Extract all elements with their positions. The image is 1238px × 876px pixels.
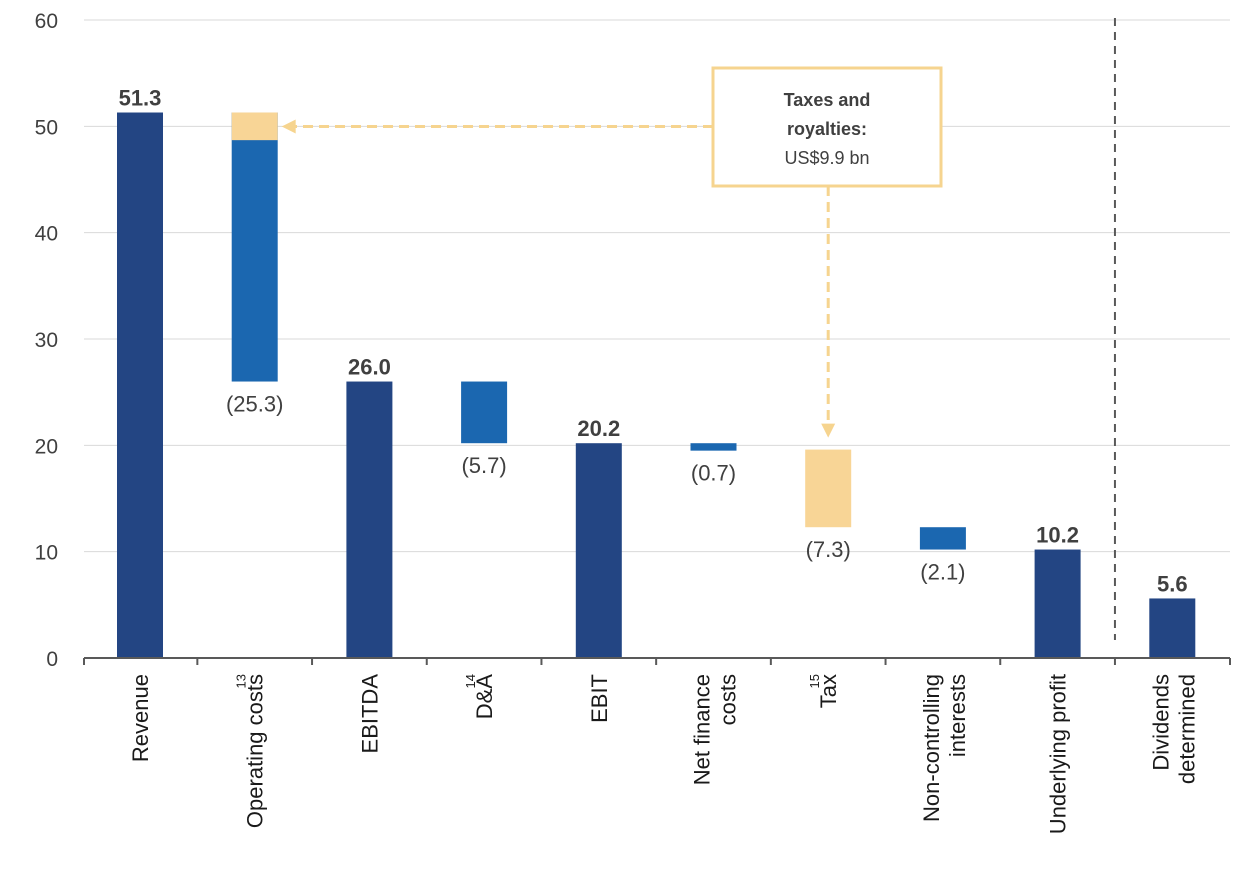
category-label-line1: Underlying profit	[1046, 674, 1071, 834]
y-tick-label: 40	[35, 223, 58, 246]
category-label: Non-controlling interests	[919, 674, 970, 822]
bar	[346, 381, 393, 658]
data-label: (0.7)	[691, 461, 736, 486]
bar-tax-portion	[231, 112, 278, 141]
bar	[919, 527, 966, 550]
category-label-line2: interests	[945, 674, 970, 757]
bar	[1034, 549, 1081, 658]
x-axis	[83, 657, 1231, 665]
y-tick-label: 10	[35, 542, 58, 565]
y-tick-label: 20	[35, 435, 58, 458]
bar	[117, 112, 163, 658]
y-tick-label: 0	[46, 648, 58, 671]
callout-box	[711, 66, 943, 188]
bar	[1149, 598, 1196, 658]
data-label: (25.3)	[226, 392, 283, 417]
category-label-line1: Tax	[816, 674, 841, 708]
category-label-line2: costs	[716, 674, 741, 725]
data-label: (2.1)	[920, 560, 965, 585]
category-label: D&A14	[463, 674, 497, 720]
category-label: Underlying profit	[1046, 674, 1071, 834]
data-label: 20.2	[577, 416, 620, 441]
data-label: (7.3)	[806, 537, 851, 562]
arrow-head-down-icon	[821, 423, 836, 438]
category-label-line1: D&A	[472, 674, 497, 720]
category-footnote: 13	[234, 674, 249, 688]
bar	[805, 449, 852, 528]
callout-title-line1: Taxes and	[784, 90, 871, 110]
category-label-line1: EBITDA	[357, 674, 382, 754]
category-label: EBIT	[587, 674, 612, 723]
category-label-line1: Revenue	[128, 674, 153, 762]
category-label: Net finance costs	[690, 674, 741, 785]
category-footnote: 14	[463, 674, 478, 688]
taxes-royalties-callout: Taxes and royalties: US$9.9 bn	[711, 66, 943, 188]
y-axis-ticks: 0 10 20 30 40 50 60	[35, 10, 58, 671]
arrow-head-left-icon	[281, 119, 296, 134]
category-label-line1: Non-controlling	[919, 674, 944, 822]
category-label: EBITDA	[357, 674, 382, 754]
y-tick-label: 30	[35, 329, 58, 352]
y-tick-label: 50	[35, 116, 58, 139]
bar	[690, 443, 737, 451]
data-label: 51.3	[119, 86, 162, 111]
callout-value: US$9.9 bn	[784, 148, 869, 168]
bars	[117, 112, 1196, 658]
data-labels: 51.3 (25.3) 26.0 (5.7) 20.2 (0.7) (7.3) (2.1) 10…	[119, 86, 1188, 597]
category-label-line2: determined	[1174, 674, 1199, 784]
category-label: Revenue	[128, 674, 153, 762]
data-label: (5.7)	[461, 453, 506, 478]
category-label-line1: Net finance	[690, 674, 715, 785]
callout-arrows	[281, 119, 836, 438]
bar	[231, 112, 278, 382]
bar	[575, 443, 622, 658]
callout-title-line2: royalties:	[787, 119, 867, 139]
y-tick-label: 60	[35, 10, 58, 33]
data-label: 5.6	[1157, 571, 1188, 596]
data-label: 26.0	[348, 355, 391, 380]
category-label-line1: EBIT	[587, 674, 612, 723]
category-label-line1: Operating costs	[243, 674, 268, 828]
data-label: 10.2	[1036, 523, 1079, 548]
category-footnote: 15	[807, 674, 822, 688]
category-label-line1: Dividends	[1148, 674, 1173, 771]
category-label: Dividends determined	[1148, 674, 1199, 784]
bar	[461, 381, 508, 444]
